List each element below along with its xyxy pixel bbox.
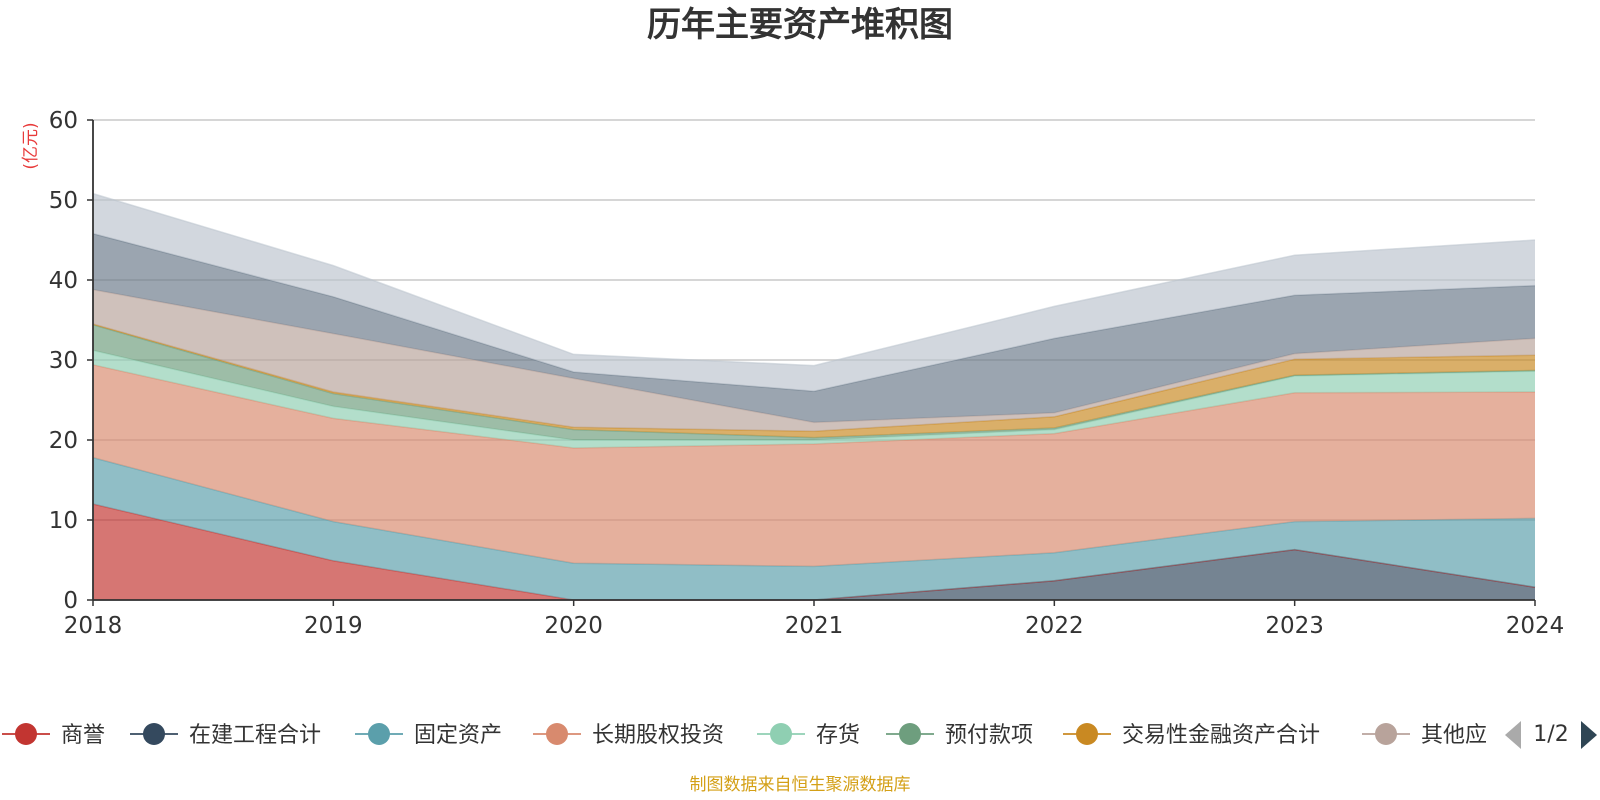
- legend-marker-icon: [368, 723, 390, 745]
- area-series-1: [93, 504, 1535, 600]
- legend-marker-icon: [143, 723, 165, 745]
- x-tick-label: 2021: [785, 613, 844, 639]
- area-series-7: [93, 289, 1535, 432]
- y-tick-label: 20: [49, 428, 78, 454]
- x-tick-label: 2022: [1025, 613, 1084, 639]
- legend-item[interactable]: 固定资产: [355, 723, 502, 748]
- legend-item[interactable]: 预付款项: [886, 723, 1033, 748]
- legend-label: 在建工程合计: [189, 723, 321, 748]
- area-series-2: [93, 457, 1535, 600]
- legend-item[interactable]: 商誉: [2, 723, 105, 748]
- y-tick-label: 60: [49, 108, 78, 134]
- legend-marker-icon: [899, 723, 921, 745]
- legend-label: 交易性金融资产合计: [1122, 723, 1320, 748]
- legend-label: 商誉: [61, 723, 105, 748]
- y-tick-label: 40: [49, 268, 78, 294]
- area-series-0: [93, 549, 1535, 600]
- y-unit-value: 亿元: [21, 129, 41, 163]
- legend-next-arrow-icon[interactable]: [1581, 721, 1597, 749]
- legend-item[interactable]: 存货: [757, 723, 860, 748]
- legend-marker-icon: [546, 723, 568, 745]
- area-layers: [92, 192, 1536, 601]
- axes: 0 10 20 30 40 50 60 2018 2019 2020 2021 2022 2023 202…: [49, 108, 1565, 639]
- legend-item[interactable]: 交易性金融资产合计: [1063, 723, 1320, 748]
- y-unit-text: (亿元): [21, 122, 41, 169]
- legend-item[interactable]: 其他应: [1362, 723, 1487, 748]
- legend-marker-icon: [770, 723, 792, 745]
- legend-prev-arrow-icon[interactable]: [1505, 721, 1521, 749]
- chart-title: 历年主要资产堆积图: [647, 5, 953, 45]
- legend-label: 长期股权投资: [592, 723, 724, 748]
- legend-page-indicator: 1/2: [1533, 722, 1568, 747]
- y-tick-label: 10: [49, 508, 78, 534]
- x-tick-label: 2024: [1506, 613, 1565, 639]
- x-tick-label: 2023: [1265, 613, 1324, 639]
- y-tick-label: 50: [49, 188, 78, 214]
- legend-item[interactable]: 长期股权投资: [533, 723, 724, 748]
- legend-pager: 1/2: [1505, 721, 1597, 749]
- x-tick-label: 2018: [64, 613, 123, 639]
- area-series-line-9: [92, 192, 1536, 367]
- legend-marker-icon: [1375, 723, 1397, 745]
- legend-label: 存货: [816, 723, 860, 748]
- y-tick-label: 30: [49, 348, 78, 374]
- legend-label: 固定资产: [414, 723, 502, 748]
- y-unit-label: (亿元): [21, 122, 41, 169]
- source-note: 制图数据来自恒生聚源数据库: [690, 775, 911, 795]
- area-series-6: [93, 324, 1535, 438]
- x-tick-label: 2019: [304, 613, 363, 639]
- legend-marker-icon: [15, 723, 37, 745]
- legend-marker-icon: [1076, 723, 1098, 745]
- area-series-8: [93, 233, 1535, 423]
- area-series-9: [93, 193, 1535, 392]
- legend: 商誉 在建工程合计 固定资产 长期股权投资 存货 预付款项 交易性金融资产合计 其他应: [2, 723, 1487, 748]
- legend-label: 其他应: [1421, 723, 1487, 748]
- legend-item[interactable]: 在建工程合计: [130, 723, 321, 748]
- y-tick-label: 0: [63, 588, 78, 614]
- legend-label: 预付款项: [945, 723, 1033, 748]
- x-tick-label: 2020: [544, 613, 603, 639]
- area-series-3: [93, 364, 1535, 567]
